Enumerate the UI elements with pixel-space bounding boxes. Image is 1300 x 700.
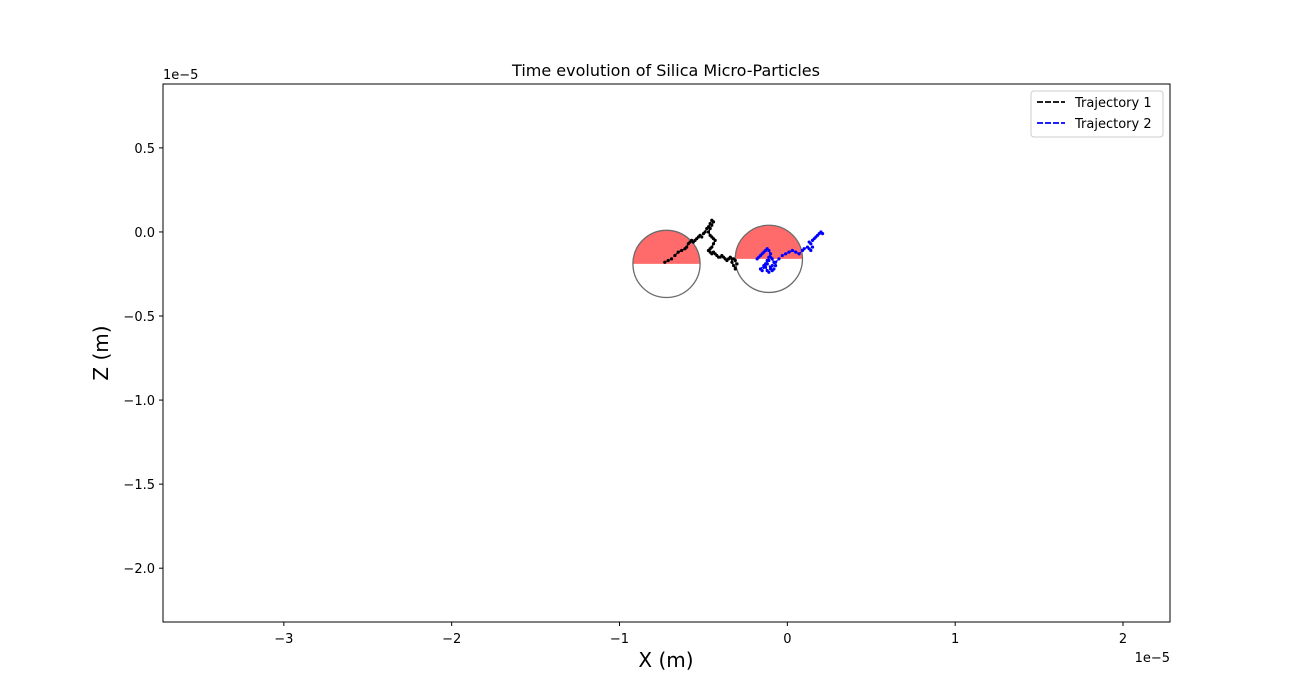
series-line <box>756 230 824 274</box>
data-point <box>820 232 825 236</box>
data-point <box>768 252 773 256</box>
x-tick-label: −2 <box>442 632 461 647</box>
legend-label-trajectory-2: Trajectory 2 <box>1074 117 1152 132</box>
y-tick-label: −0.5 <box>123 310 155 325</box>
y-tick-label: −1.5 <box>123 478 155 493</box>
x-tick-label: 1 <box>951 632 959 647</box>
data-point <box>666 258 670 263</box>
data-point <box>710 223 714 227</box>
plot-area <box>162 83 1171 623</box>
y-offset-text: 1e−5 <box>163 68 198 83</box>
y-tick-label: 0.0 <box>134 226 155 241</box>
series-2 <box>755 230 825 274</box>
data-point <box>680 248 684 253</box>
x-tick-label: 2 <box>1119 632 1127 647</box>
data-point <box>780 253 784 258</box>
particle-outline <box>632 229 701 299</box>
chart-title: Time evolution of Silica Micro-Particles <box>511 61 820 80</box>
plot-frame <box>162 83 1171 623</box>
y-tick-label: −2.0 <box>123 562 155 577</box>
data-point <box>669 257 674 261</box>
data-point <box>807 240 811 244</box>
particle-upper-half <box>632 230 701 264</box>
data-point <box>758 267 763 271</box>
data-point <box>768 255 773 259</box>
data-point <box>685 245 689 249</box>
data-point <box>733 267 737 271</box>
y-tick-label: −1.0 <box>123 394 155 409</box>
x-tick-label: −1 <box>610 632 629 647</box>
data-point <box>787 250 791 254</box>
data-point <box>663 260 667 264</box>
data-point <box>790 248 794 253</box>
data-point <box>784 252 788 256</box>
data-point <box>765 262 769 266</box>
data-point <box>711 220 716 224</box>
data-point <box>773 260 778 264</box>
legend: Trajectory 1 Trajectory 2 <box>1030 90 1164 138</box>
x-axis-label: X (m) <box>638 648 693 672</box>
data-point <box>713 238 717 242</box>
x-tick-label: −3 <box>274 632 293 647</box>
trajectory-series <box>663 218 825 274</box>
particle-upper-half <box>735 225 803 259</box>
data-point <box>732 257 736 261</box>
data-point <box>794 250 798 254</box>
data-point <box>767 248 771 253</box>
data-point <box>703 230 707 234</box>
data-point <box>768 267 773 271</box>
data-point <box>770 263 774 268</box>
data-point <box>673 253 677 258</box>
data-point <box>773 263 778 268</box>
data-point <box>809 248 813 253</box>
particle-circles <box>632 224 804 299</box>
data-point <box>763 265 768 269</box>
y-tick-label: 0.5 <box>134 142 155 157</box>
data-point <box>711 242 716 246</box>
data-point <box>810 245 815 249</box>
x-axis-ticks: −3 −2 −1 0 1 2 <box>274 622 1127 647</box>
particle-outline <box>734 224 804 294</box>
x-tick-label: 0 <box>783 632 791 647</box>
series-1 <box>663 218 739 271</box>
data-point <box>700 235 704 239</box>
data-point <box>767 270 771 274</box>
data-point <box>730 260 734 264</box>
data-point <box>732 263 736 268</box>
data-point <box>676 250 680 254</box>
data-point <box>777 257 781 261</box>
x-offset-text: 1e−5 <box>1135 651 1170 666</box>
data-point <box>797 252 801 256</box>
data-point <box>767 258 771 263</box>
y-axis-ticks: 0.5 0.0 −0.5 −1.0 −1.5 −2.0 <box>123 142 163 577</box>
legend-label-trajectory-1: Trajectory 1 <box>1074 96 1152 111</box>
data-point <box>706 230 711 234</box>
data-point <box>772 267 776 271</box>
data-point <box>802 247 806 251</box>
data-point <box>708 226 712 231</box>
y-axis-label: Z (m) <box>89 325 113 380</box>
data-point <box>735 262 739 266</box>
